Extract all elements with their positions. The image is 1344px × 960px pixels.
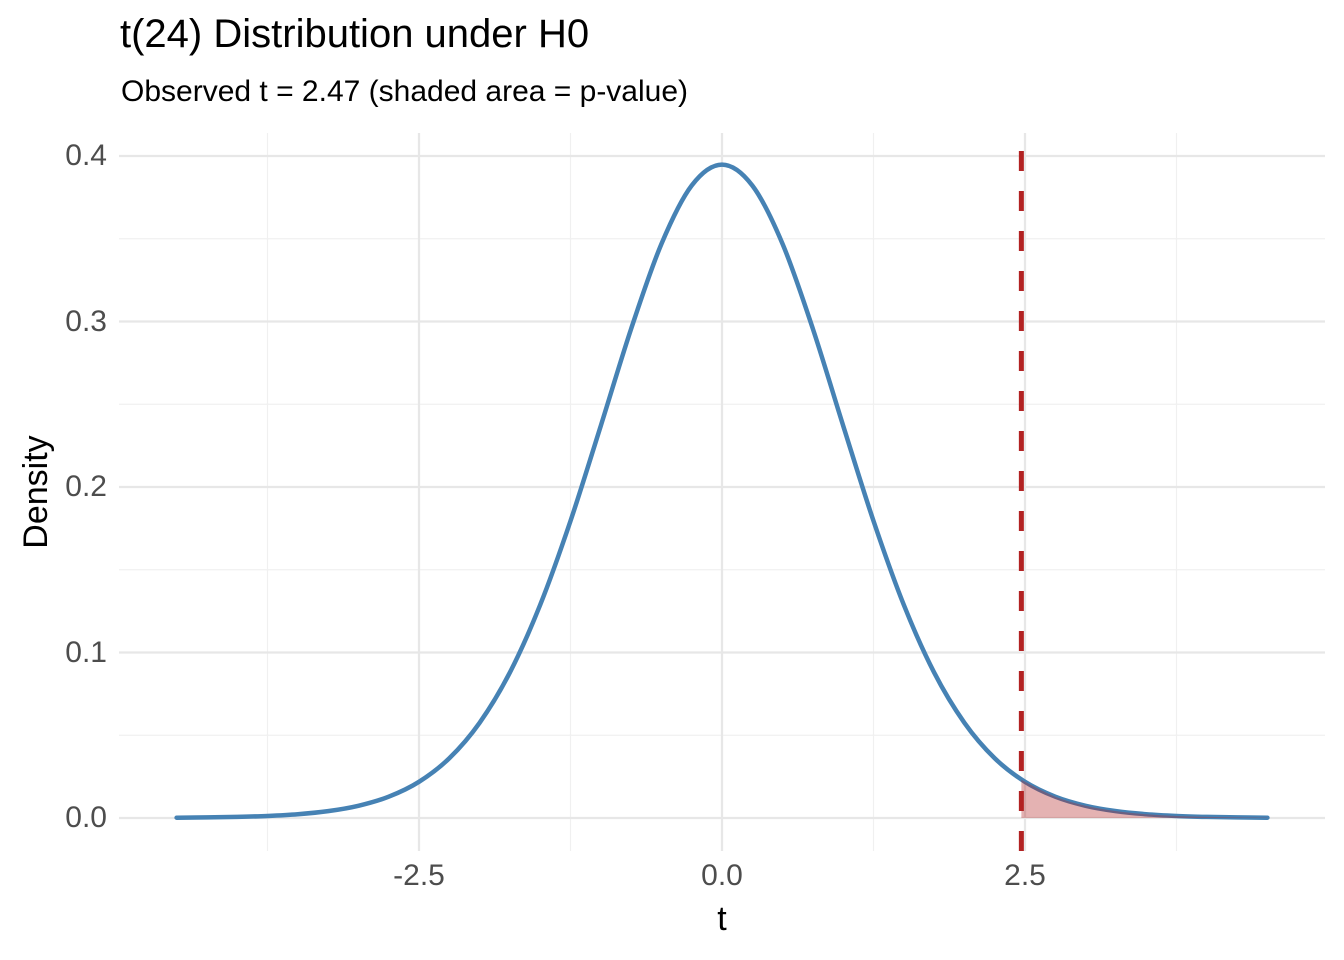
plot-subtitle: Observed t = 2.47 (shaded area = p-value… [121, 75, 689, 108]
y-tick-label-3: 0.3 [65, 304, 107, 338]
y-tick-label-2: 0.2 [65, 470, 107, 503]
x-axis-title: t [717, 900, 727, 938]
pvalue-shaded-area [1021, 779, 1268, 818]
y-tick-label-4: 0.4 [65, 139, 107, 172]
x-tick-label-2: 2.5 [1004, 859, 1046, 892]
y-tick-label-0: 0.0 [65, 801, 107, 834]
y-axis-title: Density [17, 435, 55, 549]
x-tick-label-0: -2.5 [393, 859, 445, 892]
x-tick-label-1: 0.0 [701, 859, 743, 892]
y-tick-label-1: 0.1 [65, 635, 107, 669]
density-curve [174, 162, 1270, 820]
plot-title: t(24) Distribution under H0 [120, 12, 590, 56]
